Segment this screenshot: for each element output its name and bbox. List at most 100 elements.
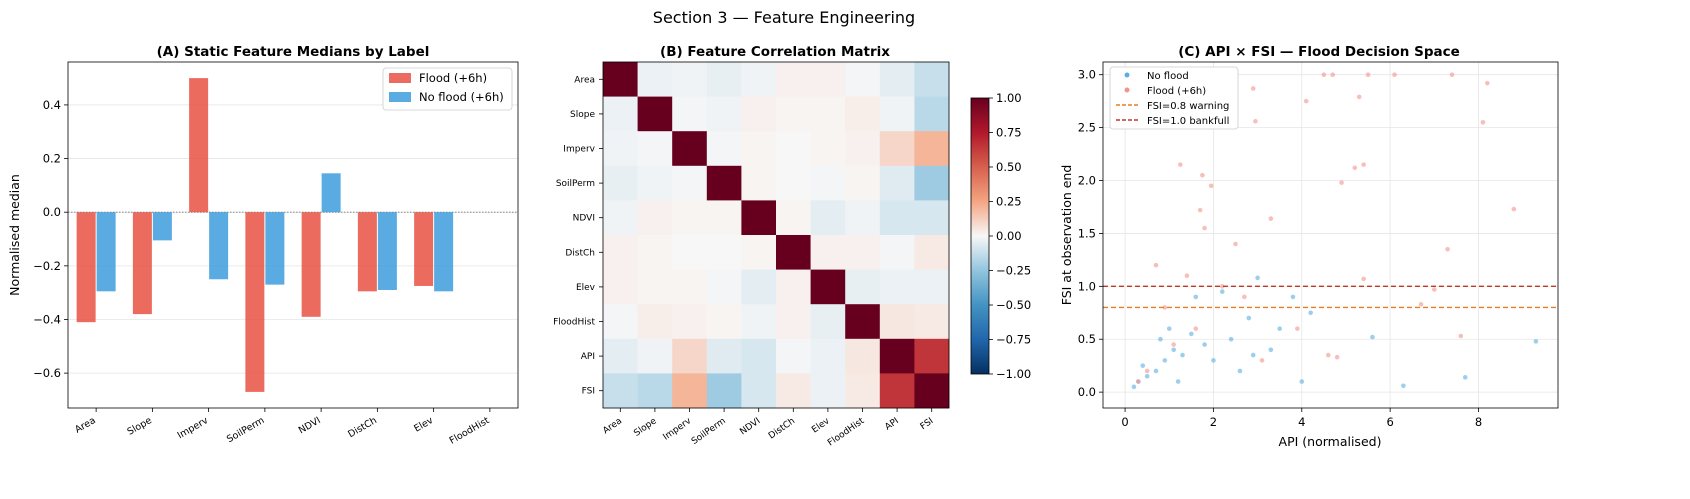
panel-b-frame — [602, 61, 950, 409]
scatter-point — [1458, 333, 1464, 339]
panel-b-title: (B) Feature Correlation Matrix — [660, 44, 890, 60]
heatmap-cell — [776, 338, 811, 374]
y-tick-label: DistCh — [565, 248, 595, 258]
scatter-point — [1418, 302, 1424, 307]
x-tick-label: Elev — [412, 415, 435, 435]
heatmap-cell — [845, 131, 881, 167]
scatter-point — [1361, 276, 1366, 282]
heatmap-cell — [879, 304, 915, 340]
heatmap-cell — [879, 373, 915, 409]
heatmap-cell — [776, 96, 811, 132]
heatmap-cell — [845, 338, 881, 374]
legend-label-flood: Flood (+6h) — [419, 71, 487, 85]
x-tick-label: DistCh — [767, 416, 797, 441]
panel-b: (B) Feature Correlation Matrix Area Slope… — [553, 44, 1031, 448]
panel-a-ylabel: Normalised median — [7, 174, 22, 296]
heatmap-cell — [914, 373, 950, 409]
y-tick-label: 0.4 — [43, 98, 61, 112]
bar — [152, 212, 172, 241]
colorbar-tick-label: 0.50 — [996, 160, 1022, 174]
bar — [414, 212, 434, 286]
scatter-point — [1153, 368, 1159, 374]
colorbar-tick-label: −1.00 — [996, 367, 1031, 381]
heatmap-cell — [637, 373, 673, 409]
scatter-point — [1175, 379, 1181, 384]
y-tick-label: Imperv — [563, 145, 595, 155]
legend-label-flood: Flood (+6h) — [1147, 86, 1206, 97]
heatmap-cell — [672, 200, 708, 236]
panel-c: (C) API × FSI — Flood Decision Space 0.0… — [1059, 44, 1559, 449]
bar — [132, 212, 152, 315]
scatter-point — [1219, 284, 1225, 289]
scatter-point — [1268, 216, 1274, 221]
scatter-point — [1178, 162, 1183, 167]
bar — [434, 212, 454, 292]
bar — [321, 173, 341, 213]
scatter-point — [1171, 342, 1176, 347]
legend-label-no-flood: No flood — [1147, 71, 1189, 82]
x-tick-label: Elev — [810, 416, 832, 436]
heatmap-cell — [637, 131, 673, 167]
heatmap-cell — [603, 269, 638, 305]
heatmap-cell — [914, 96, 950, 132]
legend-swatch-no-flood — [389, 92, 411, 102]
scatter-point — [1432, 287, 1437, 292]
scatter-point — [1370, 334, 1375, 340]
colorbar-tick-label: 0.25 — [996, 195, 1022, 209]
heatmap-cell — [637, 165, 673, 201]
scatter-point — [1259, 358, 1265, 363]
bar — [377, 212, 397, 290]
scatter-point — [1184, 273, 1190, 279]
scatter-point — [1277, 326, 1282, 331]
x-tick-label: Imperv — [176, 415, 211, 441]
heatmap-cell — [879, 165, 915, 201]
scatter-point — [1246, 315, 1252, 321]
scatter-point — [1158, 336, 1163, 342]
scatter-point — [1485, 80, 1490, 86]
bar — [209, 212, 229, 280]
heatmap-cell — [845, 165, 881, 201]
scatter-point — [1250, 352, 1256, 358]
colorbar — [970, 97, 990, 375]
scatter-point — [1197, 207, 1203, 213]
heatmap-cell — [810, 200, 846, 236]
heatmap-cell — [603, 304, 638, 340]
scatter-point — [1166, 326, 1172, 331]
scatter-point — [1361, 162, 1366, 167]
scatter-point — [1268, 347, 1274, 353]
heatmap-cell — [776, 304, 811, 340]
y-tick-label: 2.5 — [1078, 121, 1096, 135]
y-tick-label: −0.6 — [33, 366, 61, 380]
heatmap-cell — [741, 200, 777, 236]
heatmap-cell — [706, 304, 742, 340]
heatmap-cell — [741, 269, 777, 305]
heatmap-cell — [914, 200, 950, 236]
heatmap-cell — [914, 338, 950, 374]
scatter-point — [1480, 120, 1486, 125]
heatmap-cell — [603, 373, 638, 409]
scatter-point — [1228, 336, 1234, 342]
panel-c-title: (C) API × FSI — Flood Decision Space — [1178, 44, 1460, 60]
heatmap-cell — [776, 165, 811, 201]
x-tick-label: 2 — [1210, 415, 1217, 429]
heatmap-cell — [741, 165, 777, 201]
x-tick-label: Slope — [126, 415, 154, 438]
legend-marker-flood — [1124, 87, 1130, 93]
colorbar-tick-label: 1.00 — [996, 91, 1022, 105]
heatmap-cell — [879, 131, 915, 167]
heatmap-cell — [810, 338, 846, 374]
heatmap-cell — [741, 96, 777, 132]
heatmap-cell — [845, 96, 881, 132]
heatmap-cell — [706, 235, 742, 270]
legend-frame — [382, 67, 513, 111]
x-tick-label: FloodHist — [448, 415, 492, 447]
y-tick-label: NDVI — [573, 214, 595, 224]
scatter-point — [1208, 183, 1214, 189]
colorbar-tick-label: −0.25 — [996, 264, 1031, 278]
heatmap-cell — [706, 269, 742, 305]
bar — [76, 212, 96, 323]
x-tick-label: API — [883, 416, 900, 432]
heatmap-cell — [741, 373, 777, 409]
scatter-point — [1255, 275, 1260, 281]
y-tick-label: FSI — [582, 387, 595, 397]
